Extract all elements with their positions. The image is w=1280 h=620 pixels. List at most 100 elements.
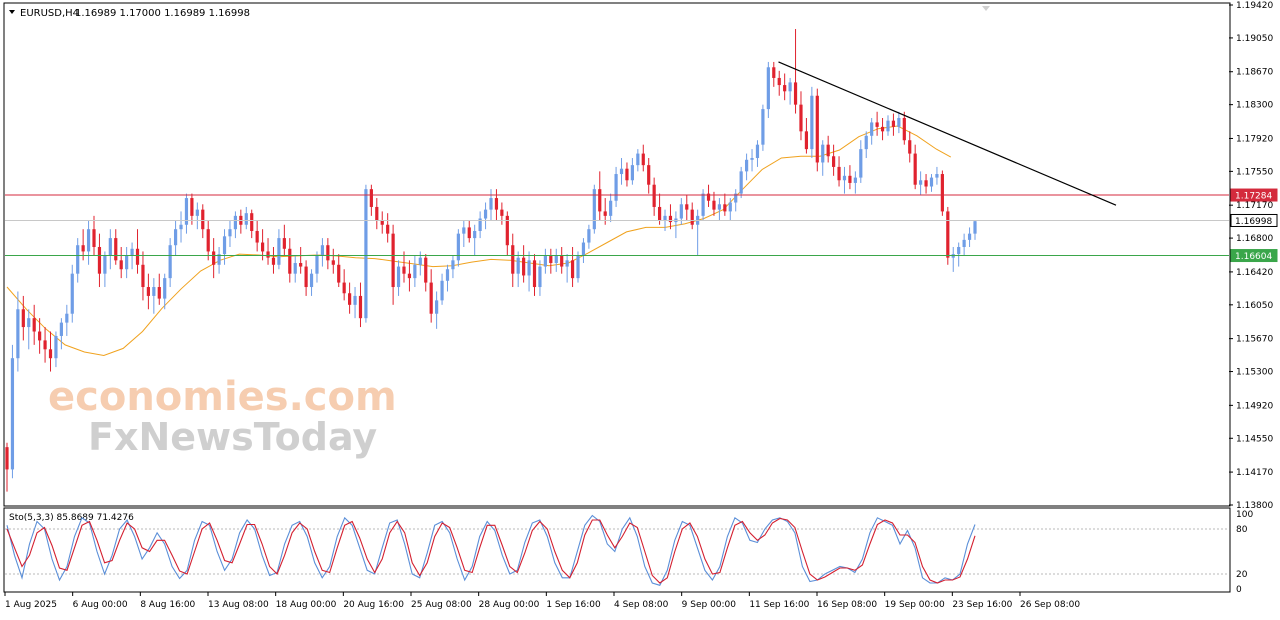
candle-body <box>957 246 961 255</box>
candle <box>478 211 482 239</box>
candle <box>70 264 74 323</box>
candle <box>369 184 373 216</box>
candle-body <box>755 144 760 159</box>
candle <box>266 238 270 265</box>
stochastic-panel-frame <box>3 507 1231 593</box>
collapse-triangle-icon[interactable] <box>9 10 15 14</box>
candle <box>734 189 738 212</box>
candle-body <box>380 220 384 225</box>
candle-body <box>712 200 716 210</box>
candle-body <box>832 156 836 167</box>
candle <box>522 245 526 283</box>
candle <box>913 144 917 190</box>
candle <box>897 111 901 134</box>
candle <box>744 153 749 181</box>
candle <box>543 248 547 274</box>
candle-body <box>190 198 194 216</box>
candle-body <box>86 229 91 252</box>
candle <box>668 204 673 230</box>
candle <box>609 193 613 223</box>
candle <box>288 238 292 283</box>
candle-body <box>16 309 20 359</box>
candle-body <box>114 238 118 261</box>
candle <box>630 158 634 185</box>
candle-body <box>369 189 373 207</box>
candle <box>706 184 711 207</box>
candle-body <box>592 189 596 230</box>
candle <box>826 135 830 163</box>
trendline[interactable] <box>778 61 1117 206</box>
candle-body <box>135 248 140 265</box>
time-tick-label: 20 Aug 16:00 <box>343 600 404 610</box>
candle <box>842 166 847 194</box>
candle-body <box>260 242 265 252</box>
candle-body <box>146 287 150 296</box>
candle <box>184 193 189 234</box>
price-tick-label: 1.19050 <box>1236 34 1273 44</box>
stochastic-tick-label: 100 <box>1236 510 1253 520</box>
candle-body <box>940 174 944 212</box>
candle-body <box>701 193 705 216</box>
candle <box>625 162 629 187</box>
candle <box>217 246 221 274</box>
candle-body <box>946 211 950 258</box>
candle <box>277 229 281 270</box>
candle <box>766 61 770 118</box>
chart-header: EURUSD,H4 1.16989 1.17000 1.16989 1.1699… <box>9 8 250 19</box>
candle <box>402 251 406 283</box>
candle <box>473 224 477 256</box>
price-tick-label: 1.13800 <box>1236 501 1273 511</box>
candle-body <box>598 189 602 212</box>
candle-body <box>560 255 564 267</box>
chart-shift-marker-icon[interactable] <box>982 6 990 11</box>
candle-body <box>337 264 341 283</box>
candle-body <box>467 227 471 239</box>
candle <box>282 224 286 256</box>
candle-body <box>244 213 248 225</box>
candle <box>190 193 194 225</box>
candle-body <box>761 109 765 145</box>
candle-body <box>342 282 346 294</box>
price-levels-layer: 1.17284 1.16998 1.16604 <box>5 188 1278 263</box>
candle <box>783 73 787 101</box>
candle-body <box>282 238 286 249</box>
candle <box>54 331 58 368</box>
candle <box>456 229 460 267</box>
candle-body <box>70 273 74 314</box>
time-tick-label: 23 Sep 16:00 <box>952 600 1012 610</box>
candle-body <box>522 257 526 276</box>
candle <box>685 195 689 221</box>
candle <box>853 171 857 194</box>
candle <box>440 273 444 305</box>
candle-body <box>919 180 923 185</box>
candle <box>891 113 896 136</box>
candle-body <box>609 200 613 216</box>
candle-body <box>614 174 618 201</box>
candle <box>228 220 232 247</box>
candle-body <box>418 257 422 265</box>
candle <box>750 149 754 172</box>
candle-body <box>859 149 863 178</box>
candle <box>163 273 167 310</box>
candle-body <box>913 153 917 185</box>
candle-body <box>288 248 292 274</box>
candle <box>701 189 705 221</box>
candle-body <box>250 213 254 231</box>
candle-body <box>184 198 189 225</box>
candle-body <box>152 287 156 296</box>
candle <box>103 251 107 288</box>
candle <box>152 278 156 314</box>
stochastic-main-line <box>6 514 976 586</box>
candle <box>772 61 776 87</box>
candle-body <box>108 238 112 256</box>
candle-body <box>804 131 809 150</box>
candle <box>413 255 417 288</box>
candle-body <box>201 209 205 230</box>
candle <box>929 174 934 192</box>
candle <box>233 211 238 239</box>
candle <box>598 171 602 221</box>
candle-body <box>842 175 847 181</box>
candle-body <box>358 295 363 319</box>
candle-body <box>489 198 493 210</box>
candle <box>967 227 972 247</box>
